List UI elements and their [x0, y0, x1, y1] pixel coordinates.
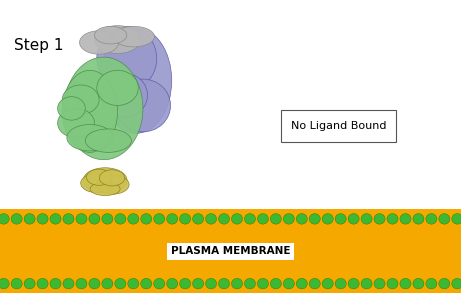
Ellipse shape [63, 278, 74, 289]
Ellipse shape [0, 214, 9, 224]
Ellipse shape [100, 28, 171, 133]
Ellipse shape [180, 214, 191, 224]
Ellipse shape [296, 214, 307, 224]
Ellipse shape [81, 173, 113, 193]
Ellipse shape [426, 214, 437, 224]
Ellipse shape [86, 169, 112, 185]
Text: No Ligand Bound: No Ligand Bound [291, 121, 387, 131]
Ellipse shape [231, 214, 242, 224]
Ellipse shape [270, 278, 281, 289]
Ellipse shape [62, 70, 118, 152]
Ellipse shape [270, 214, 281, 224]
Ellipse shape [452, 214, 461, 224]
Ellipse shape [100, 170, 124, 186]
Ellipse shape [50, 214, 61, 224]
Ellipse shape [141, 278, 152, 289]
Ellipse shape [387, 278, 398, 289]
Ellipse shape [97, 26, 157, 91]
Ellipse shape [452, 278, 461, 289]
Ellipse shape [115, 79, 171, 132]
Ellipse shape [206, 214, 217, 224]
Ellipse shape [37, 214, 48, 224]
Ellipse shape [335, 214, 346, 224]
Ellipse shape [413, 278, 424, 289]
Ellipse shape [439, 278, 450, 289]
Ellipse shape [24, 214, 35, 224]
Ellipse shape [90, 182, 120, 196]
Ellipse shape [113, 26, 154, 47]
Ellipse shape [244, 278, 255, 289]
Ellipse shape [11, 278, 22, 289]
Ellipse shape [154, 278, 165, 289]
Ellipse shape [37, 278, 48, 289]
Ellipse shape [79, 31, 118, 54]
Ellipse shape [154, 214, 165, 224]
Ellipse shape [348, 278, 359, 289]
Ellipse shape [219, 278, 230, 289]
Ellipse shape [76, 278, 87, 289]
Text: PLASMA MEMBRANE: PLASMA MEMBRANE [171, 246, 290, 256]
Ellipse shape [400, 278, 411, 289]
FancyBboxPatch shape [281, 110, 396, 142]
Ellipse shape [102, 278, 113, 289]
Ellipse shape [101, 73, 148, 117]
Ellipse shape [400, 214, 411, 224]
Ellipse shape [374, 214, 385, 224]
Ellipse shape [141, 214, 152, 224]
Text: Step 1: Step 1 [14, 38, 63, 53]
Bar [0, 209, 461, 293]
Ellipse shape [361, 278, 372, 289]
Ellipse shape [374, 278, 385, 289]
Ellipse shape [284, 278, 295, 289]
Ellipse shape [0, 278, 9, 289]
Ellipse shape [309, 214, 320, 224]
Ellipse shape [63, 214, 74, 224]
Ellipse shape [58, 97, 85, 120]
Ellipse shape [115, 214, 126, 224]
Ellipse shape [85, 129, 131, 152]
Ellipse shape [83, 168, 127, 193]
Ellipse shape [67, 125, 113, 151]
Ellipse shape [309, 278, 320, 289]
Ellipse shape [89, 214, 100, 224]
Ellipse shape [348, 214, 359, 224]
Ellipse shape [65, 57, 143, 160]
Ellipse shape [206, 278, 217, 289]
Ellipse shape [95, 25, 141, 53]
Ellipse shape [102, 214, 113, 224]
Ellipse shape [24, 278, 35, 289]
Ellipse shape [180, 278, 191, 289]
Ellipse shape [115, 278, 126, 289]
Ellipse shape [193, 278, 204, 289]
Ellipse shape [231, 278, 242, 289]
Ellipse shape [257, 278, 268, 289]
Ellipse shape [166, 278, 177, 289]
Ellipse shape [335, 278, 346, 289]
Ellipse shape [166, 214, 177, 224]
Ellipse shape [219, 214, 230, 224]
Ellipse shape [50, 278, 61, 289]
Ellipse shape [322, 214, 333, 224]
Ellipse shape [11, 214, 22, 224]
Ellipse shape [284, 214, 295, 224]
Ellipse shape [95, 26, 127, 44]
Ellipse shape [193, 214, 204, 224]
Ellipse shape [387, 214, 398, 224]
Ellipse shape [296, 278, 307, 289]
Ellipse shape [76, 214, 87, 224]
Ellipse shape [128, 278, 139, 289]
Ellipse shape [97, 70, 138, 105]
Ellipse shape [322, 278, 333, 289]
Ellipse shape [62, 85, 99, 114]
Ellipse shape [439, 214, 450, 224]
Ellipse shape [426, 278, 437, 289]
Ellipse shape [413, 214, 424, 224]
Ellipse shape [361, 214, 372, 224]
Ellipse shape [257, 214, 268, 224]
Ellipse shape [97, 175, 129, 194]
Ellipse shape [244, 214, 255, 224]
Ellipse shape [128, 214, 139, 224]
Ellipse shape [58, 108, 95, 138]
Ellipse shape [89, 278, 100, 289]
